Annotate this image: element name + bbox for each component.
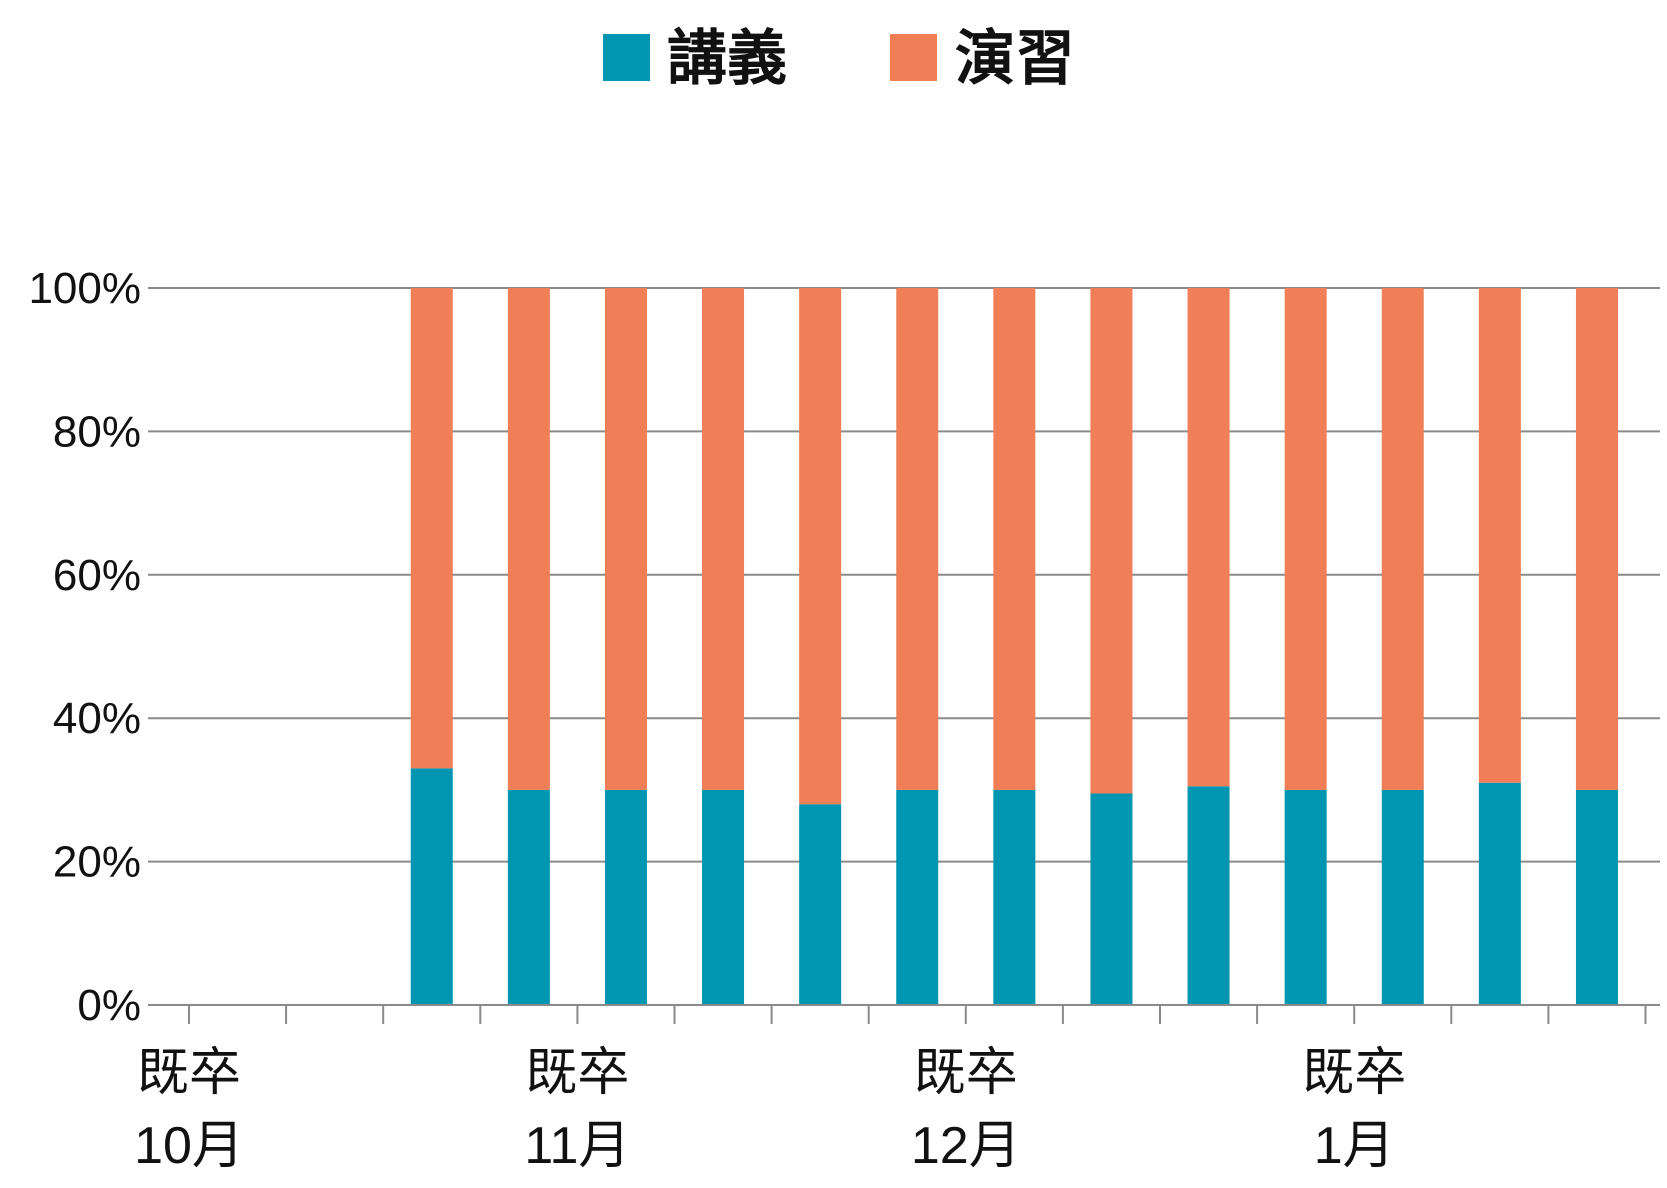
y-tick-label: 60%	[53, 551, 141, 600]
bar-segment-lecture	[702, 789, 745, 1005]
legend-label-lecture: 講義	[667, 24, 787, 94]
legend-swatch-exercise	[890, 34, 937, 81]
bar-segment-lecture	[1090, 793, 1133, 1005]
bars	[410, 288, 1618, 1005]
x-tick-label: 10月	[134, 1117, 244, 1175]
bar-segment-exercise	[1575, 288, 1618, 790]
bar-segment-exercise	[1381, 288, 1424, 790]
x-tick-label: 既卒	[137, 1044, 241, 1102]
x-tick-label: 11月	[524, 1117, 630, 1175]
bar-segment-lecture	[1284, 789, 1327, 1005]
x-tick-label: 既卒	[1302, 1044, 1406, 1102]
y-axis-ticks: 0% 20% 40% 60% 80% 100%	[28, 264, 141, 1030]
legend: 講義 演習	[603, 24, 1075, 94]
x-tick-label: 既卒	[525, 1044, 629, 1102]
bar-segment-lecture	[604, 789, 647, 1005]
bar-segment-exercise	[799, 288, 842, 805]
y-tick-label: 100%	[28, 264, 141, 313]
bar-segment-lecture	[1187, 786, 1230, 1005]
y-tick-label: 40%	[53, 694, 141, 743]
bar-segment-lecture	[799, 804, 842, 1005]
y-tick-label: 0%	[77, 981, 141, 1030]
bar-segment-exercise	[507, 288, 550, 790]
bar-segment-lecture	[507, 789, 550, 1005]
bar-segment-exercise	[1478, 288, 1521, 783]
bar-segment-exercise	[896, 288, 939, 790]
x-tick-label: 1月	[1314, 1117, 1395, 1175]
bar-segment-lecture	[1575, 789, 1618, 1005]
bar-segment-lecture	[410, 768, 453, 1005]
x-tick-label: 既卒	[914, 1044, 1018, 1102]
bar-segment-lecture	[1478, 782, 1521, 1005]
legend-swatch-lecture	[603, 34, 650, 81]
bar-segment-lecture	[1381, 789, 1424, 1005]
bar-segment-exercise	[1090, 288, 1133, 794]
bar-segment-exercise	[604, 288, 647, 790]
x-tick-label: 12月	[911, 1117, 1021, 1175]
x-axis	[148, 1004, 1660, 1024]
bar-segment-exercise	[993, 288, 1036, 790]
legend-label-exercise: 演習	[955, 24, 1075, 94]
x-axis-labels: 既卒 10月 既卒 11月 既卒 12月 既卒 1月	[134, 1044, 1406, 1175]
bar-segment-exercise	[1284, 288, 1327, 790]
bar-segment-lecture	[993, 789, 1036, 1005]
bar-segment-exercise	[702, 288, 745, 790]
bar-segment-exercise	[1187, 288, 1230, 787]
bar-segment-exercise	[410, 288, 453, 769]
bar-segment-lecture	[896, 789, 939, 1005]
y-tick-label: 20%	[53, 838, 141, 887]
y-tick-label: 80%	[53, 407, 141, 456]
